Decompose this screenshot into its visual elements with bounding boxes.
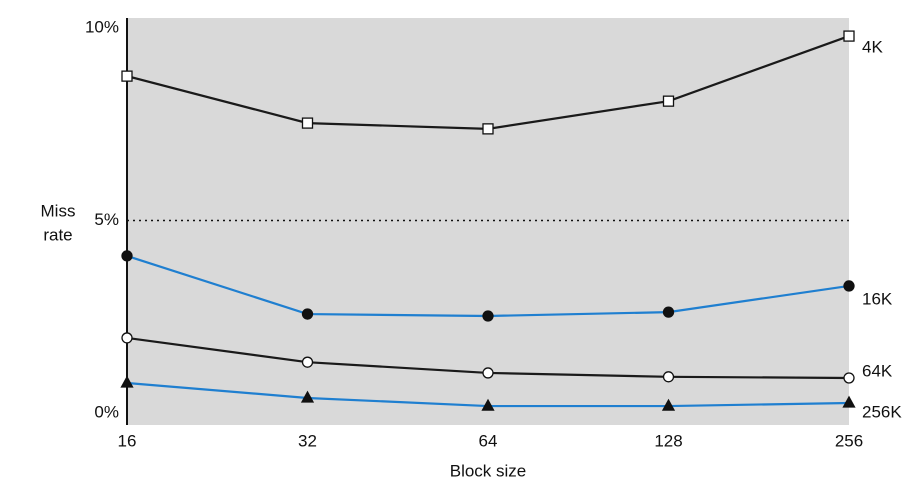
y-tick-label: 10% xyxy=(85,17,119,36)
marker xyxy=(662,371,675,383)
marker xyxy=(843,372,855,384)
marker xyxy=(662,95,675,107)
marker xyxy=(301,117,314,129)
y-axis-label: rate xyxy=(43,225,72,244)
x-axis-label: Block size xyxy=(450,461,527,480)
series-label: 256K xyxy=(862,402,902,421)
y-axis-label: Miss xyxy=(41,201,76,220)
marker xyxy=(842,395,856,408)
marker xyxy=(662,306,675,318)
marker xyxy=(482,123,494,135)
marker xyxy=(120,375,134,388)
marker xyxy=(121,250,133,262)
x-tick-label: 64 xyxy=(479,431,498,450)
y-tick-label: 0% xyxy=(94,402,119,421)
marker xyxy=(843,30,855,42)
x-tick-label: 256 xyxy=(835,431,863,450)
marker xyxy=(300,390,315,403)
marker xyxy=(661,398,676,411)
x-tick-label: 32 xyxy=(298,431,317,450)
marker xyxy=(481,398,495,411)
marker xyxy=(482,367,494,379)
plot-area xyxy=(127,18,849,425)
marker xyxy=(121,332,133,344)
marker xyxy=(843,280,855,292)
marker xyxy=(482,310,494,322)
y-tick-label: 5% xyxy=(94,210,119,229)
marker xyxy=(301,308,314,320)
marker xyxy=(301,356,314,368)
marker xyxy=(121,70,133,82)
series-label: 64K xyxy=(862,361,893,380)
series-label: 4K xyxy=(862,38,883,57)
x-tick-label: 16 xyxy=(118,431,137,450)
series-label: 16K xyxy=(862,289,893,308)
x-tick-label: 128 xyxy=(654,431,682,450)
